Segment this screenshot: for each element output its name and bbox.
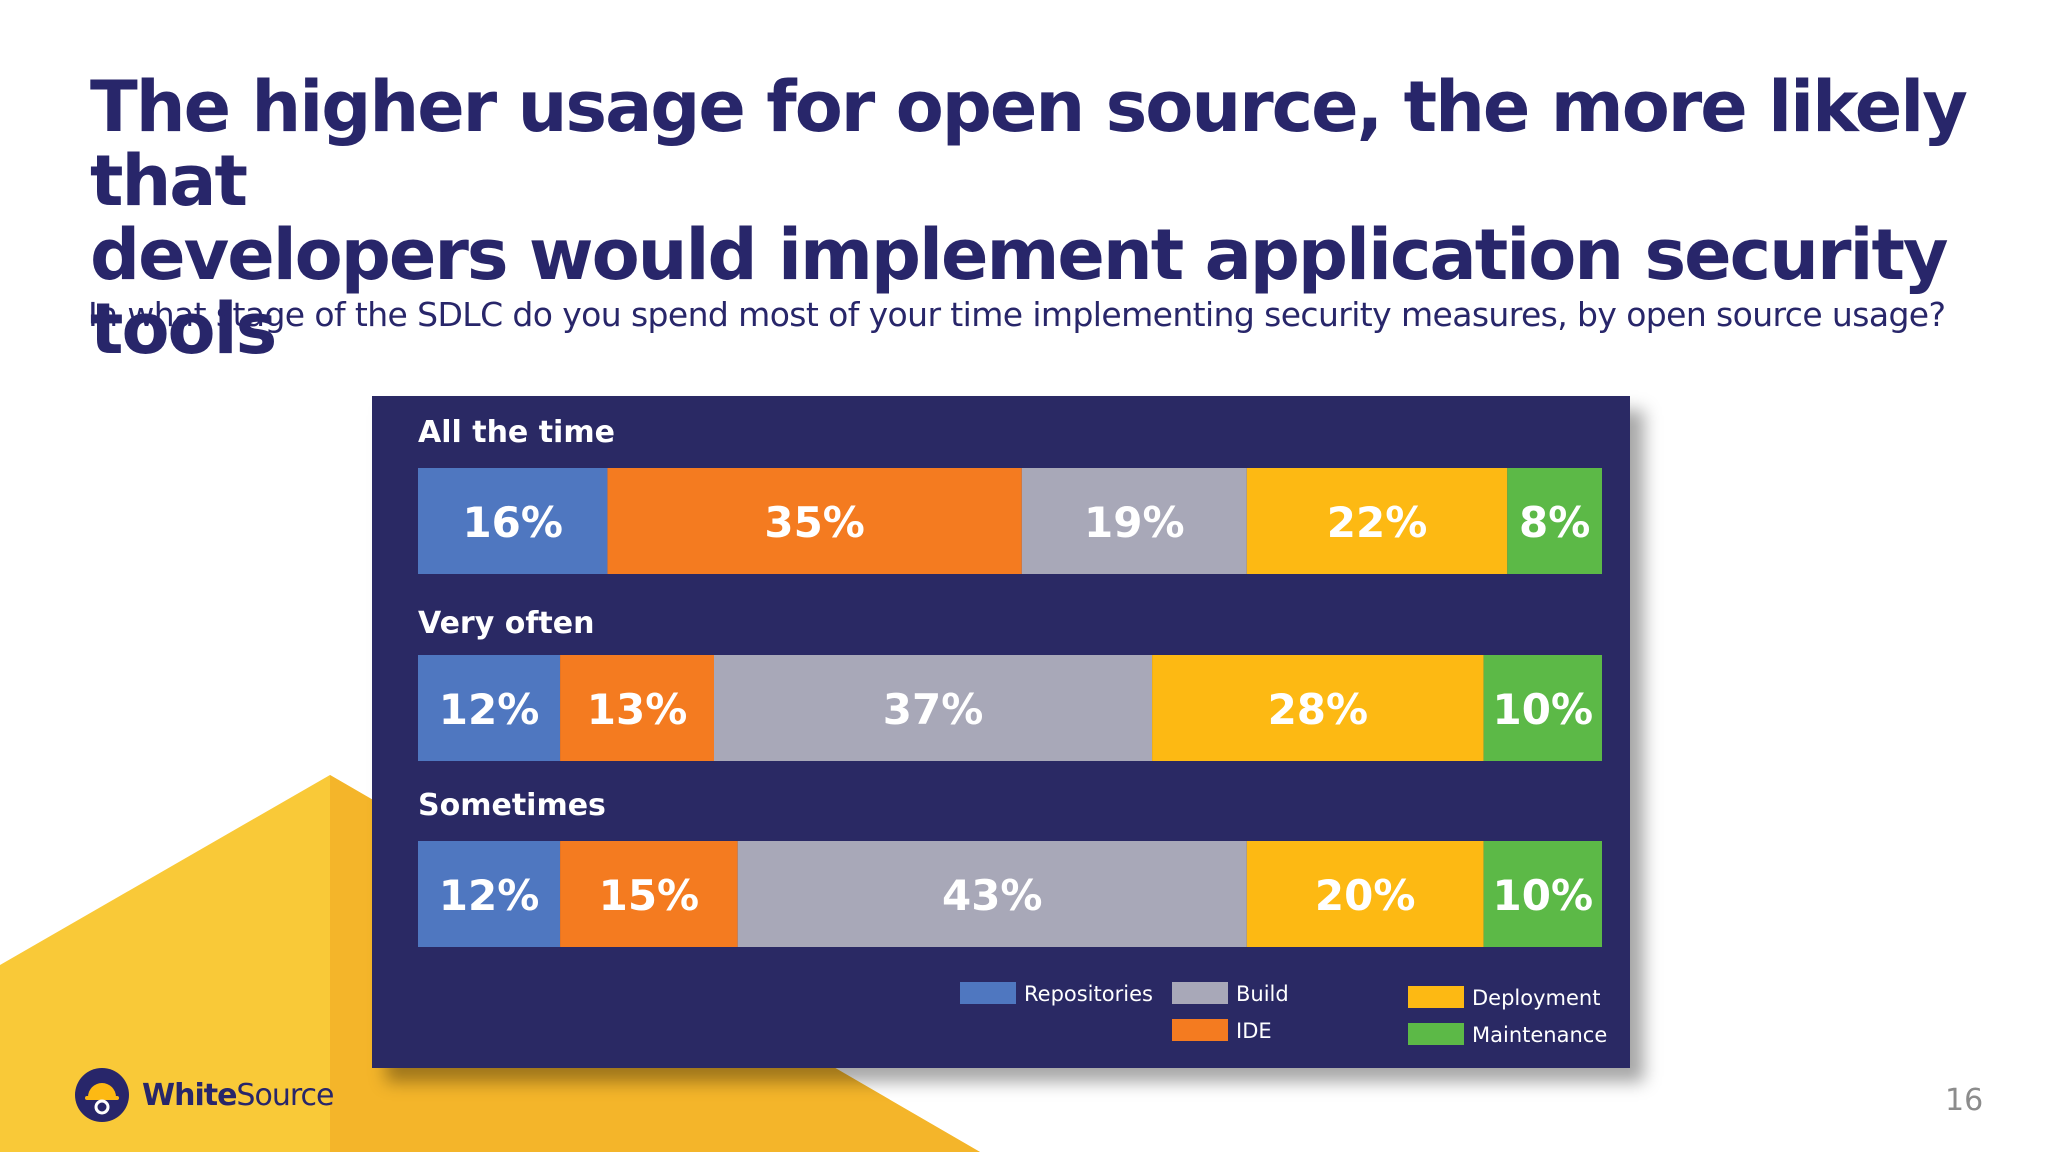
chart-panel: All the time 16% 35% 19% 22% 8% Very often 12% 1… — [372, 396, 1630, 1068]
hardhat-gear-icon — [75, 1068, 129, 1122]
bar-all-the-time-maintenance — [1507, 468, 1602, 574]
data-label-all-the-time-maintenance: 8% — [1519, 498, 1590, 547]
legend-swatch-ide — [1172, 1019, 1228, 1041]
legend-swatch-maintenance — [1408, 1023, 1464, 1045]
bar-sometimes-ide — [560, 841, 738, 947]
bar-all-the-time-build — [1021, 468, 1247, 574]
data-label-sometimes-build: 43% — [942, 871, 1043, 920]
bar-all-the-time-ide — [607, 468, 1022, 574]
title-line-1: The higher usage for open source, the mo… — [90, 66, 1968, 222]
category-label-all-the-time: All the time — [418, 415, 615, 450]
logo-text-bold: White — [142, 1077, 237, 1113]
bar-very-often-repositories — [418, 655, 561, 761]
logo-text-regular: Source — [236, 1077, 334, 1113]
slide-title: The higher usage for open source, the mo… — [90, 70, 1990, 366]
logo-text: WhiteSource — [142, 1077, 334, 1113]
whitesource-logo: WhiteSource — [74, 1066, 334, 1124]
category-label-very-often: Very often — [418, 606, 594, 641]
bar-sometimes-repositories — [418, 841, 561, 947]
bar-very-often-deployment — [1152, 655, 1484, 761]
title-line-2: developers would implement application s… — [90, 214, 1949, 370]
legend-label-repositories: Repositories — [1024, 982, 1153, 1006]
chart-question: In what stage of the SDLC do you spend m… — [88, 295, 1946, 334]
legend-swatch-deployment — [1408, 986, 1464, 1008]
stacked-bar-chart: All the time 16% 35% 19% 22% 8% Very often 12% 1… — [418, 415, 1607, 1047]
data-label-very-often-maintenance: 10% — [1493, 685, 1594, 734]
bar-all-the-time-repositories — [418, 468, 608, 574]
legend-swatch-build — [1172, 982, 1228, 1004]
data-label-sometimes-ide: 15% — [599, 871, 700, 920]
data-label-all-the-time-repositories: 16% — [462, 498, 563, 547]
data-label-all-the-time-ide: 35% — [764, 498, 865, 547]
bar-very-often-build — [714, 655, 1153, 761]
page-number: 16 — [1945, 1083, 1984, 1118]
bar-sometimes-deployment — [1246, 841, 1484, 947]
bar-very-often-ide — [560, 655, 714, 761]
data-label-very-often-build: 37% — [883, 685, 984, 734]
legend-label-deployment: Deployment — [1472, 986, 1600, 1010]
bar-all-the-time-deployment — [1246, 468, 1508, 574]
legend-label-maintenance: Maintenance — [1472, 1023, 1607, 1047]
data-label-sometimes-maintenance: 10% — [1493, 871, 1594, 920]
category-label-sometimes: Sometimes — [418, 788, 606, 823]
data-label-very-often-ide: 13% — [587, 685, 688, 734]
bar-sometimes-maintenance — [1483, 841, 1602, 947]
legend-label-ide: IDE — [1236, 1019, 1272, 1043]
data-label-very-often-deployment: 28% — [1268, 685, 1369, 734]
legend-label-build: Build — [1236, 982, 1289, 1006]
data-label-very-often-repositories: 12% — [439, 685, 540, 734]
legend-swatch-repositories — [960, 982, 1016, 1004]
data-label-sometimes-deployment: 20% — [1315, 871, 1416, 920]
bar-sometimes-build — [737, 841, 1247, 947]
data-label-all-the-time-deployment: 22% — [1327, 498, 1428, 547]
data-label-sometimes-repositories: 12% — [439, 871, 540, 920]
bar-very-often-maintenance — [1483, 655, 1602, 761]
data-label-all-the-time-build: 19% — [1084, 498, 1185, 547]
